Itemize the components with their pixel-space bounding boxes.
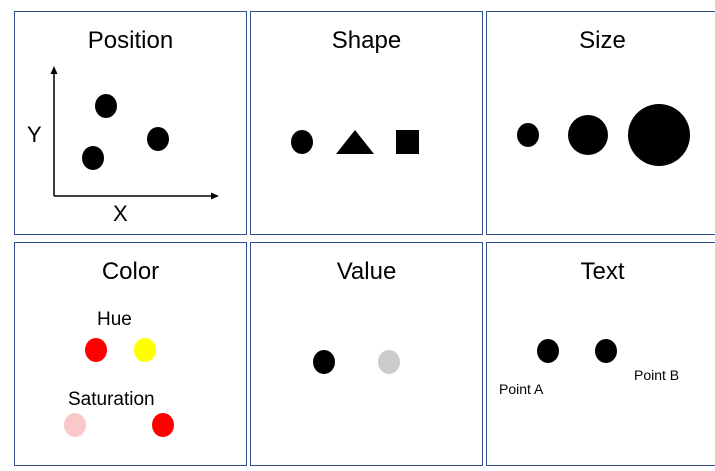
shape-diagram [291,130,419,154]
triangle-shape [336,130,374,154]
square-shape [396,130,419,154]
position-dot [82,146,104,170]
size-panel: Size [486,11,715,235]
point-b-label: Point B [634,367,680,383]
color-diagram [64,338,174,437]
position-dot [147,127,169,151]
large-circle [628,104,690,166]
position-title: Position [87,27,174,54]
hue-label: Hue [97,309,132,330]
y-axis-arrowhead [50,66,58,74]
circle-shape [291,130,313,154]
text-diagram [537,339,617,363]
position-panel: Position Y X [14,11,247,235]
value-dark-dot [313,350,335,374]
shape-title: Shape [331,27,402,54]
medium-circle [568,115,608,155]
saturation-label: Saturation [68,389,155,410]
saturation-full-dot [152,413,174,437]
value-diagram [313,350,400,374]
size-diagram [517,104,690,166]
y-axis-label: Y [27,122,42,147]
value-title: Value [336,258,397,285]
value-panel: Value [250,242,483,466]
color-title: Color [101,258,160,285]
size-title: Size [579,27,626,54]
point-b-dot [595,339,617,363]
text-panel: Text Point A Point B [486,242,715,466]
position-dot [95,94,117,118]
x-axis-label: X [113,201,128,226]
hue-red-dot [85,338,107,362]
small-circle [517,123,539,147]
point-a-label: Point A [499,381,544,397]
position-diagram [50,66,219,200]
hue-yellow-dot [134,338,156,362]
x-axis-arrowhead [211,192,219,200]
saturation-light-dot [64,413,86,437]
value-light-dot [378,350,400,374]
shape-panel: Shape [250,11,483,235]
point-a-dot [537,339,559,363]
text-title: Text [580,258,625,285]
color-panel: Color Hue Saturation [14,242,247,466]
